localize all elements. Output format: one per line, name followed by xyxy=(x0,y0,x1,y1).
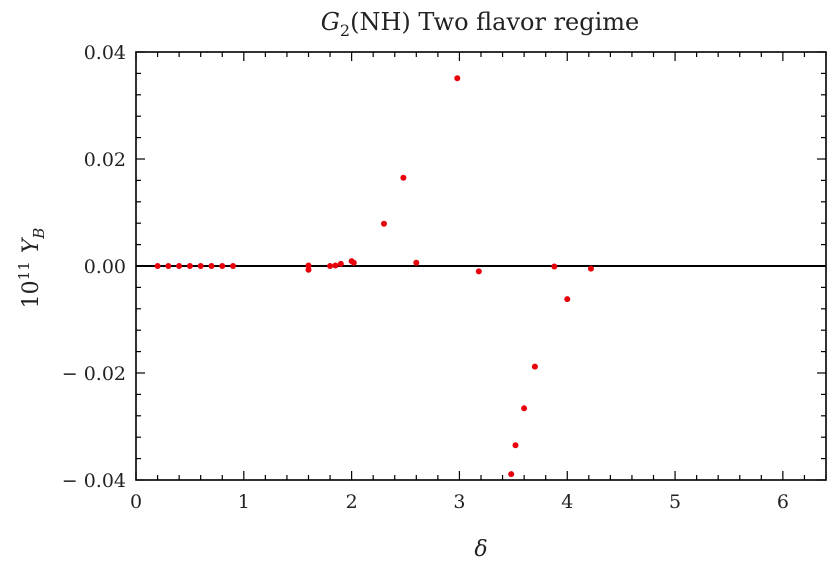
data-point xyxy=(230,263,237,269)
data-point xyxy=(197,263,204,269)
data-point xyxy=(413,259,420,266)
data-point xyxy=(521,405,528,412)
x-tick-label: 3 xyxy=(453,491,465,513)
y-tick-label: 0.00 xyxy=(84,256,126,278)
data-point xyxy=(587,265,594,272)
data-point xyxy=(186,263,193,269)
data-point xyxy=(380,220,387,227)
data-point xyxy=(564,296,571,303)
data-point xyxy=(475,268,482,275)
data-point xyxy=(305,266,312,273)
data-point xyxy=(512,442,519,449)
axis-ticks xyxy=(135,51,827,481)
y-tick-label: 0.02 xyxy=(84,149,126,171)
data-point xyxy=(454,75,461,82)
x-tick-label: 6 xyxy=(777,491,789,513)
x-tick-label: 1 xyxy=(238,491,250,513)
data-point xyxy=(332,262,339,269)
y-tick-label: − 0.04 xyxy=(62,470,126,492)
data-point xyxy=(327,263,334,269)
x-tick-label: 5 xyxy=(669,491,681,513)
chart-title: G2(NH) Two flavor regime xyxy=(321,8,640,40)
data-point xyxy=(305,262,312,269)
data-point xyxy=(337,260,344,267)
x-axis-label: δ xyxy=(474,537,487,562)
data-point xyxy=(208,263,215,269)
x-tick-label: 0 xyxy=(130,491,142,513)
x-tick-label: 4 xyxy=(561,491,573,513)
x-tick-label: 2 xyxy=(346,491,358,513)
data-point xyxy=(551,263,558,270)
data-point xyxy=(154,263,161,269)
data-point xyxy=(508,471,515,478)
y-axis-label: 1011YB xyxy=(15,228,48,309)
data-point xyxy=(350,259,357,266)
tick-labels: 0 1 2 3 4 5 6 0.04 0.02 0.00 − 0.02 − 0.04 xyxy=(62,42,789,513)
data-point xyxy=(165,263,172,269)
data-points xyxy=(154,75,594,478)
data-point xyxy=(400,174,407,181)
y-tick-label: − 0.02 xyxy=(62,363,126,385)
data-point xyxy=(531,363,538,370)
data-point xyxy=(219,263,226,269)
y-tick-label: 0.04 xyxy=(84,42,126,64)
data-point xyxy=(176,263,183,269)
